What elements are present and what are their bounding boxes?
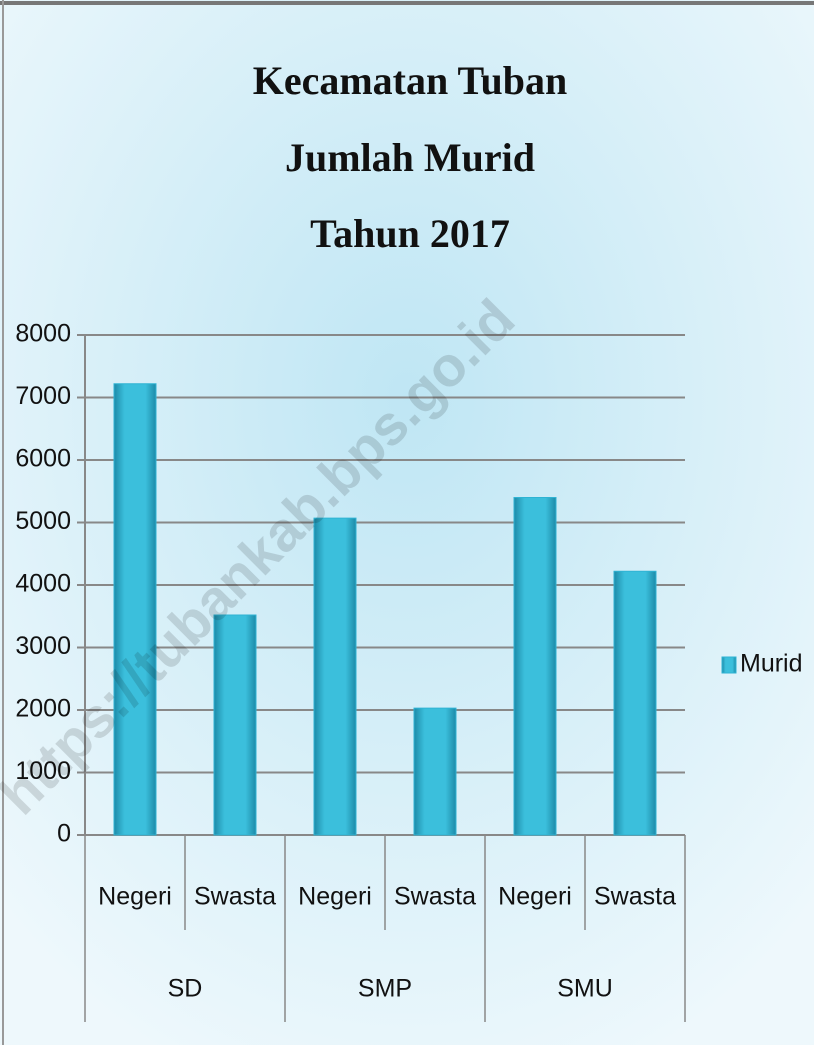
y-tick-label: 5000 (15, 507, 71, 535)
y-tick-label: 7000 (15, 382, 71, 410)
x-tick-label: Swasta (194, 883, 276, 911)
x-tick-label: Swasta (594, 883, 676, 911)
chart-title: Jumlah Murid (285, 135, 535, 180)
y-tick-label: 6000 (15, 445, 71, 473)
x-tick-label: Negeri (498, 883, 572, 911)
y-tick-label: 0 (57, 820, 71, 848)
x-tick-label: Negeri (298, 883, 372, 911)
y-tick-label: 1000 (15, 757, 71, 785)
bar (313, 517, 357, 836)
y-tick-label: 8000 (15, 320, 71, 348)
bar (513, 497, 557, 836)
group-label: SMU (557, 975, 613, 1003)
y-tick-label: 2000 (15, 695, 71, 723)
y-tick-label: 4000 (15, 570, 71, 598)
bar (213, 614, 257, 836)
x-tick-label: Negeri (98, 883, 172, 911)
group-label: SMP (358, 975, 412, 1003)
y-tick-label: 3000 (15, 632, 71, 660)
bar (413, 707, 457, 836)
legend-swatch (721, 656, 737, 674)
bar (113, 383, 157, 836)
chart-title: Kecamatan Tuban (253, 58, 568, 103)
legend-label: Murid (740, 650, 803, 678)
bar (613, 570, 657, 836)
x-tick-label: Swasta (394, 883, 476, 911)
group-label: SD (168, 975, 203, 1003)
chart-title: Tahun 2017 (310, 211, 510, 256)
